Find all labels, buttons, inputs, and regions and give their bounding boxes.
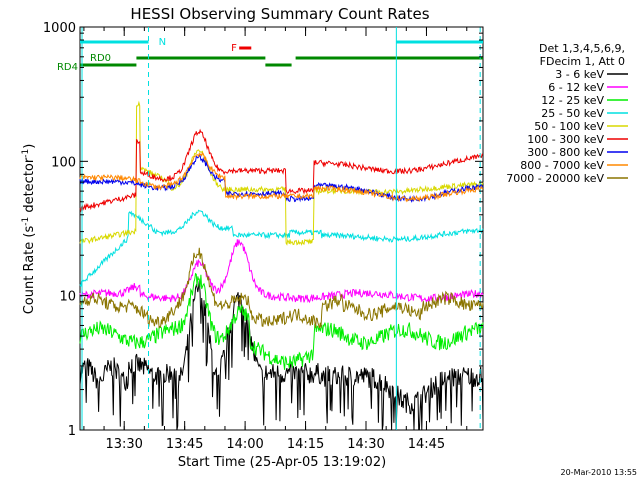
legend-label: 300 - 800 keV [527, 146, 604, 159]
legend-label: 12 - 25 keV [541, 94, 604, 107]
y-axis-label-sup2: -1 [21, 149, 31, 158]
plot-area [79, 26, 484, 431]
flag-rd4-label: RD4 [57, 62, 78, 73]
axes-layer: 1 10 100 1000 13:30 13:45 14:00 14:15 14:30 14:45 [43, 21, 483, 452]
legend-label: 6 - 12 keV [548, 81, 604, 94]
legend-label: 100 - 300 keV [527, 133, 604, 146]
plot-frame [79, 26, 484, 431]
x-tick-label: 14:30 [347, 437, 384, 452]
chart-title: HESSI Observing Summary Count Rates [130, 5, 429, 23]
series-layer [79, 100, 484, 431]
flag-n-label: N [159, 37, 166, 48]
series-line-9 [79, 247, 484, 329]
legend-label: 7000 - 20000 keV [506, 172, 604, 185]
flag-f-label: F [231, 43, 237, 54]
x-axis-label: Start Time (25-Apr-05 13:19:02) [178, 455, 386, 470]
legend-label: 50 - 100 keV [534, 120, 604, 133]
x-tick-label: 13:45 [166, 437, 203, 452]
flags-layer: N RD0 RD4 F [57, 27, 483, 430]
y-axis-label-sup: -1 [21, 217, 31, 226]
flag-rd0-label: RD0 [90, 53, 111, 64]
legend-label: 3 - 6 keV [555, 68, 604, 81]
x-tick-label: 13:30 [105, 437, 142, 452]
series-line-2 [79, 239, 484, 304]
legend-label: 800 - 7000 keV [520, 159, 604, 172]
series-line-4 [79, 209, 484, 287]
x-tick-label: 14:00 [226, 437, 263, 452]
y-axis-label-main: Count Rate (s [22, 226, 37, 315]
legend-label: 25 - 50 keV [541, 107, 604, 120]
y-tick-label: 100 [51, 155, 76, 170]
y-tick-label: 10 [59, 290, 76, 305]
y-axis-label-mid: detector [22, 157, 37, 217]
series-line-6 [79, 128, 484, 213]
series-line-3 [79, 272, 484, 370]
footer-date: 20-Mar-2010 13:55 [561, 468, 638, 477]
legend-header-line: FDecim 1, Att 0 [540, 55, 625, 68]
y-tick-label: 1000 [43, 21, 76, 36]
legend: Det 1,3,4,5,6,9,FDecim 1, Att 03 - 6 keV… [506, 42, 628, 185]
x-tick-label: 14:15 [287, 437, 324, 452]
series-line-1 [79, 280, 484, 431]
series-line-8 [79, 152, 484, 203]
x-tick-label: 14:45 [408, 437, 445, 452]
y-tick-label: 1 [68, 424, 76, 439]
legend-header-line: Det 1,3,4,5,6,9, [539, 42, 625, 55]
series-line-5 [79, 100, 484, 246]
y-axis-label: Count Rate (s-1 detector-1) [21, 144, 37, 315]
y-axis-label-end: ) [22, 144, 37, 149]
